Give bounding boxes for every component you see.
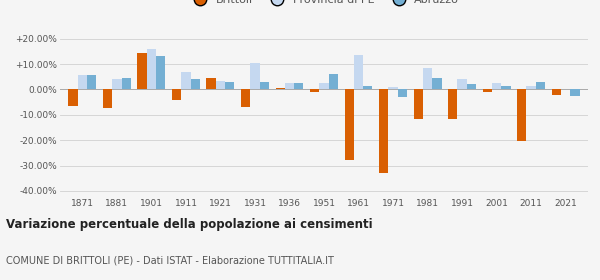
Bar — [87, 76, 97, 89]
Bar — [329, 74, 338, 89]
Bar — [68, 89, 78, 106]
Bar — [319, 83, 329, 89]
Bar — [517, 89, 526, 141]
Bar — [206, 78, 216, 89]
Bar — [432, 78, 442, 89]
Bar — [156, 57, 166, 89]
Bar — [310, 89, 319, 92]
Bar — [354, 55, 363, 89]
Text: Variazione percentuale della popolazione ai censimenti: Variazione percentuale della popolazione… — [6, 218, 373, 231]
Bar — [467, 84, 476, 89]
Bar — [216, 81, 225, 89]
Bar — [260, 82, 269, 89]
Bar — [103, 89, 112, 108]
Bar — [112, 79, 122, 89]
Bar — [551, 89, 561, 95]
Bar — [172, 89, 181, 100]
Bar — [501, 86, 511, 89]
Bar — [137, 53, 147, 89]
Bar — [191, 79, 200, 89]
Bar — [294, 83, 304, 89]
Text: COMUNE DI BRITTOLI (PE) - Dati ISTAT - Elaborazione TUTTITALIA.IT: COMUNE DI BRITTOLI (PE) - Dati ISTAT - E… — [6, 255, 334, 265]
Bar — [250, 63, 260, 89]
Bar — [147, 49, 156, 89]
Bar — [448, 89, 457, 119]
Bar — [388, 87, 398, 89]
Bar — [398, 89, 407, 97]
Bar — [423, 68, 432, 89]
Bar — [570, 89, 580, 96]
Bar — [482, 89, 492, 92]
Bar — [413, 89, 423, 119]
Bar — [526, 86, 536, 89]
Bar — [536, 82, 545, 89]
Bar — [225, 82, 235, 89]
Bar — [285, 83, 294, 89]
Bar — [457, 79, 467, 89]
Bar — [241, 89, 250, 107]
Bar — [275, 88, 285, 89]
Legend: Brìttoli, Provincia di PE, Abruzzo: Brìttoli, Provincia di PE, Abruzzo — [184, 0, 464, 9]
Bar — [78, 76, 87, 89]
Bar — [181, 72, 191, 89]
Bar — [379, 89, 388, 173]
Bar — [344, 89, 354, 160]
Bar — [122, 78, 131, 89]
Bar — [492, 83, 501, 89]
Bar — [363, 86, 373, 89]
